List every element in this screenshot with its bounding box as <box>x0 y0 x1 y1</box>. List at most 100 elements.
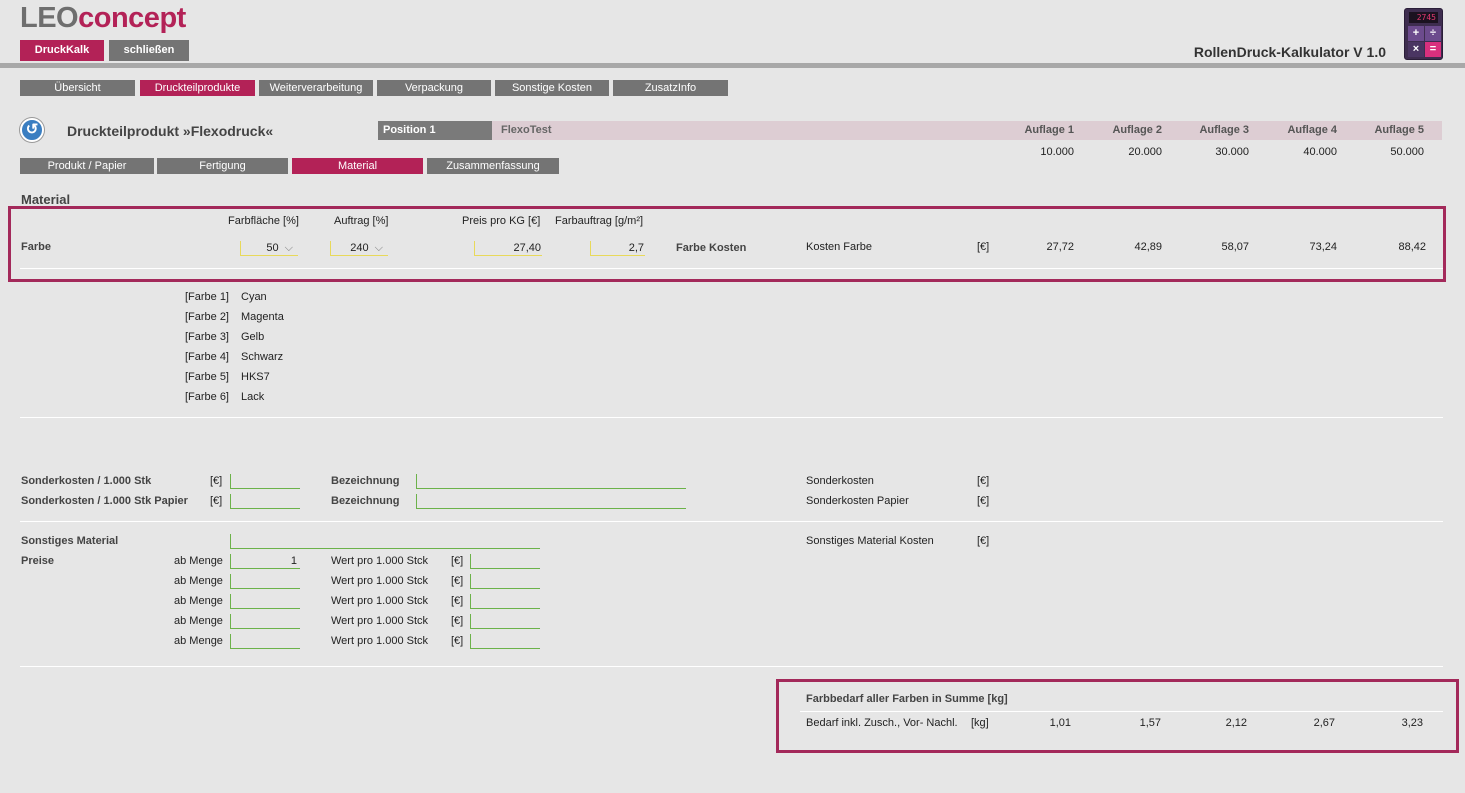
auflage-2-header: Auflage 2 <box>1112 124 1162 136</box>
auflage-3-value: 30.000 <box>1215 146 1249 158</box>
wert-input[interactable] <box>470 634 540 649</box>
kosten-farbe-label: Kosten Farbe <box>806 241 873 253</box>
tab-verpackung[interactable]: Verpackung <box>377 80 491 96</box>
preis-input[interactable]: 27,40 <box>474 241 542 256</box>
farbe-1-name: Cyan <box>241 291 267 303</box>
ab-menge-label: ab Menge <box>174 635 223 647</box>
position-name: FlexoTest <box>501 124 552 136</box>
tab-zusatzinfo[interactable]: ZusatzInfo <box>613 80 728 96</box>
farbe-3-code: [Farbe 3] <box>184 331 229 343</box>
wert-label: Wert pro 1.000 Stck <box>331 595 429 607</box>
sonderkosten-papier-label: Sonderkosten / 1.000 Stk Papier <box>21 495 188 507</box>
calculator-display: 2745 <box>1409 12 1438 23</box>
sonderkosten-papier-input[interactable] <box>230 494 300 509</box>
wert-label: Wert pro 1.000 Stck <box>331 635 429 647</box>
auflage-1-header: Auflage 1 <box>1024 124 1074 136</box>
bezeichnung-papier-input[interactable] <box>416 494 686 509</box>
ab-menge-input[interactable] <box>230 594 300 609</box>
tab-zusammenfassung[interactable]: Zusammenfassung <box>427 158 559 174</box>
wert-input[interactable] <box>470 574 540 589</box>
tab-druckteilprodukte[interactable]: Druckteilprodukte <box>140 80 255 96</box>
sonderkosten-label: Sonderkosten / 1.000 Stk <box>21 475 152 487</box>
farbe-4-code: [Farbe 4] <box>184 351 229 363</box>
auftrag-select[interactable]: 240 ⌵ <box>330 241 388 256</box>
tab-material[interactable]: Material <box>292 158 423 174</box>
calculator-icon[interactable]: 2745 + ÷ × = <box>1404 8 1443 60</box>
sonderkosten-result-label: Sonderkosten <box>806 475 874 487</box>
divider <box>20 521 1443 522</box>
tab-produkt-papier[interactable]: Produkt / Papier <box>20 158 154 174</box>
auflage-5-header: Auflage 5 <box>1374 124 1424 136</box>
ab-menge-input[interactable]: 1 <box>230 554 300 569</box>
auflage-4-value: 40.000 <box>1303 146 1337 158</box>
back-arrow-icon[interactable]: ↺ <box>20 118 44 142</box>
tab-weiterverarbeitung[interactable]: Weiterverarbeitung <box>259 80 373 96</box>
sonderkosten-input[interactable] <box>230 474 300 489</box>
bezeichnung-input[interactable] <box>416 474 686 489</box>
wert-unit: [€] <box>451 575 464 587</box>
divider <box>20 666 1443 667</box>
ab-menge-label: ab Menge <box>174 615 223 627</box>
tab-sonstige-kosten[interactable]: Sonstige Kosten <box>495 80 609 96</box>
sonderkosten-result-unit: [€] <box>977 475 990 487</box>
bedarf-value-4: 2,67 <box>1313 717 1335 729</box>
wert-input[interactable] <box>470 554 540 569</box>
app-title: RollenDruck-Kalkulator V 1.0 <box>1193 44 1386 60</box>
kosten-farbe-5: 88,42 <box>1398 241 1426 253</box>
druckkalk-button[interactable]: DruckKalk <box>20 40 104 61</box>
farbe-2-name: Magenta <box>241 311 284 323</box>
sonstiges-kosten-label: Sonstiges Material Kosten <box>806 535 934 547</box>
wert-unit: [€] <box>451 595 464 607</box>
ab-menge-label: ab Menge <box>174 555 223 567</box>
leoconcept-logo: LEOconcept <box>20 2 186 34</box>
auflage-2-value: 20.000 <box>1128 146 1162 158</box>
farbe-1-code: [Farbe 1] <box>184 291 229 303</box>
farbbedarf-title: Farbbedarf aller Farben in Summe [kg] <box>806 693 1008 705</box>
wert-input[interactable] <box>470 594 540 609</box>
divider <box>20 268 1443 269</box>
sonstiges-material-label: Sonstiges Material <box>21 535 119 547</box>
divider <box>20 417 1443 418</box>
farbbedarf-highlight-frame <box>776 679 1459 753</box>
kosten-farbe-3: 58,07 <box>1221 241 1249 253</box>
ab-menge-label: ab Menge <box>174 575 223 587</box>
bedarf-value-2: 1,57 <box>1139 717 1161 729</box>
product-title: Druckteilprodukt »Flexodruck« <box>67 123 274 139</box>
sonderkosten-papier-result-label: Sonderkosten Papier <box>806 495 909 507</box>
ab-menge-input[interactable] <box>230 614 300 629</box>
farbflaeche-select[interactable]: 50 ⌵ <box>240 241 298 256</box>
header-divider <box>0 63 1465 68</box>
farbe-label: Farbe <box>21 241 51 253</box>
equals-key: = <box>1425 42 1441 57</box>
sonstiges-material-input[interactable] <box>230 534 540 549</box>
farbauftrag-input[interactable]: 2,7 <box>590 241 645 256</box>
bedarf-unit: [kg] <box>971 717 989 729</box>
plus-key: + <box>1408 26 1424 41</box>
divider <box>800 711 1443 712</box>
farbe-5-name: HKS7 <box>241 371 270 383</box>
wert-label: Wert pro 1.000 Stck <box>331 555 429 567</box>
position-label[interactable]: Position 1 <box>378 121 492 140</box>
tab-fertigung[interactable]: Fertigung <box>157 158 288 174</box>
auflage-4-header: Auflage 4 <box>1287 124 1337 136</box>
farbe-3-name: Gelb <box>241 331 265 343</box>
kosten-farbe-unit: [€] <box>977 241 990 253</box>
auflage-5-value: 50.000 <box>1390 146 1424 158</box>
wert-input[interactable] <box>470 614 540 629</box>
bedarf-value-5: 3,23 <box>1401 717 1423 729</box>
ab-menge-input[interactable] <box>230 634 300 649</box>
close-button[interactable]: schließen <box>109 40 189 61</box>
wert-unit: [€] <box>451 635 464 647</box>
ab-menge-input[interactable] <box>230 574 300 589</box>
kosten-farbe-4: 73,24 <box>1309 241 1337 253</box>
bedarf-value-1: 1,01 <box>1049 717 1071 729</box>
farbe-2-code: [Farbe 2] <box>184 311 229 323</box>
sonderkosten-unit: [€] <box>210 475 223 487</box>
sonstiges-kosten-unit: [€] <box>977 535 990 547</box>
wert-unit: [€] <box>451 555 464 567</box>
farbe-6-code: [Farbe 6] <box>184 391 229 403</box>
tab-uebersicht[interactable]: Übersicht <box>20 80 135 96</box>
preise-label: Preise <box>21 555 55 567</box>
preis-header: Preis pro KG [€] <box>462 215 541 227</box>
kosten-farbe-2: 42,89 <box>1134 241 1162 253</box>
